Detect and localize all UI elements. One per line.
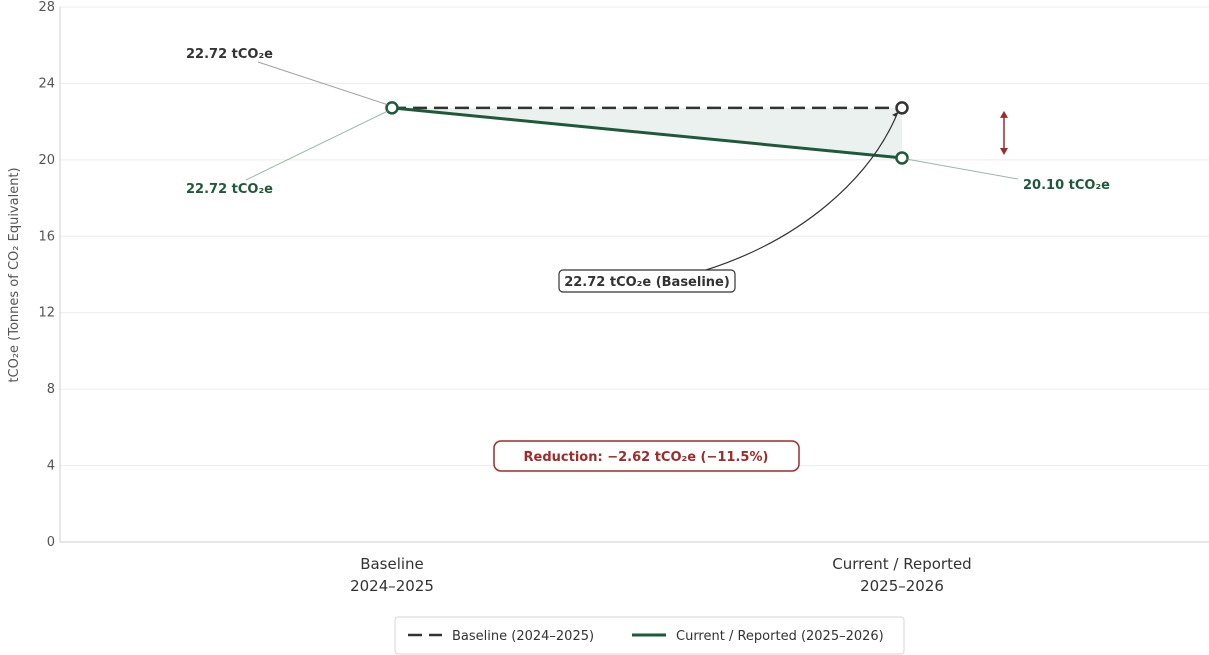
legend: Baseline (2024–2025) Current / Reported (…	[394, 616, 905, 655]
reduction-arrow-head-top	[1000, 110, 1008, 118]
annotations: 22.72 tCO₂e 22.72 tCO₂e 20.10 tCO₂e 22.72 t…	[186, 47, 1110, 472]
current-point	[385, 101, 399, 115]
baseline-end-label-box	[558, 269, 736, 293]
x-category-label: Baseline 2024–2025	[350, 555, 434, 595]
current-series-line	[391, 106, 903, 160]
legend-baseline-label: Baseline (2024–2025)	[452, 629, 594, 644]
y-tick-labels: 0 4 8 12 16 20 24 28	[38, 0, 55, 550]
y-axis-label: tCO₂e (Tonnes of CO₂ Equivalent)	[7, 167, 22, 382]
current-start-leader	[245, 110, 389, 181]
grid-lines	[60, 6, 1209, 543]
baseline-end-callout-arrowhead	[892, 111, 898, 117]
current-end-label: 20.10 tCO₂e	[1023, 178, 1110, 193]
y-tick-label: 8	[47, 382, 55, 397]
reduction-label: Reduction: −2.62 tCO₂e (−11.5%)	[524, 450, 769, 465]
baseline-start-label: 22.72 tCO₂e	[186, 47, 273, 62]
baseline-end-label: 22.72 tCO₂e (Baseline)	[564, 275, 730, 290]
x-category-labels: Baseline 2024–2025 Current / Reported 2025–…	[350, 555, 972, 595]
y-tick-label: 16	[38, 229, 55, 244]
y-tick-label: 4	[47, 459, 55, 474]
current-start-label: 22.72 tCO₂e	[186, 182, 273, 197]
baseline-start-leader	[257, 61, 389, 106]
reduction-box	[493, 440, 800, 472]
current-end-leader	[905, 158, 1019, 180]
chart-marks	[385, 101, 909, 165]
y-tick-label: 24	[38, 76, 55, 91]
y-tick-label: 0	[47, 535, 55, 550]
y-tick-label: 28	[38, 0, 55, 15]
baseline-point	[895, 101, 909, 115]
baseline-end-callout-curve	[705, 111, 899, 271]
axes	[59, 7, 1209, 543]
legend-current-label: Current / Reported (2025–2026)	[676, 629, 884, 644]
current-point	[895, 151, 909, 165]
y-tick-label: 20	[38, 153, 55, 168]
y-tick-label: 12	[38, 306, 55, 321]
x-category-label: Current / Reported 2025–2026	[832, 555, 971, 595]
reduction-arrow-head-bottom	[1000, 147, 1008, 155]
